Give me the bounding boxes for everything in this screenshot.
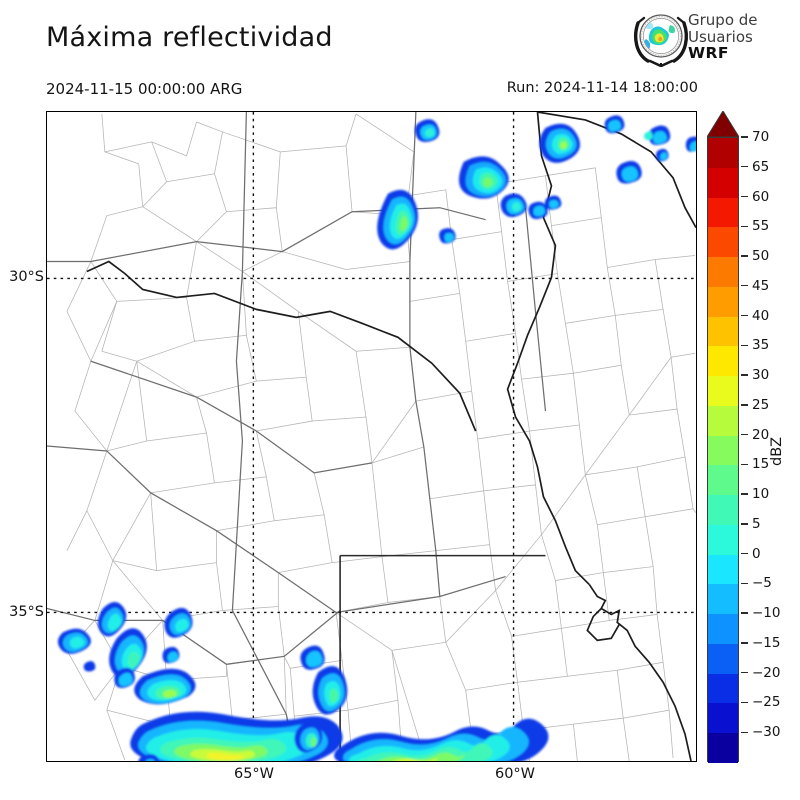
colorbar-tick-mark	[741, 166, 748, 168]
logo-line-1: Grupo de	[688, 11, 758, 29]
valid-time-label: 2024-11-15 00:00:00 ARG	[46, 80, 243, 98]
colorbar-swatch	[708, 197, 738, 228]
colorbar-tick-mark	[741, 612, 748, 614]
echo-cells-west-scattered	[57, 601, 348, 715]
echo-band-south-buenosaires	[334, 718, 549, 761]
colorbar-extend-arrow	[707, 111, 739, 137]
department-boundaries	[66, 113, 696, 761]
echo-cells-north-isolated	[377, 119, 440, 250]
logo-line-3: WRF	[688, 44, 729, 62]
colorbar-tick-mark	[741, 433, 748, 436]
colorbar-tick-mark	[741, 404, 748, 406]
colorbar-tick-mark	[741, 523, 748, 525]
colorbar-tick: 70	[741, 129, 769, 145]
y-axis-tick-35S: 35°S	[9, 604, 44, 620]
colorbar-swatch	[708, 316, 738, 347]
colorbar-tick: 65	[741, 159, 769, 175]
colorbar-tick-mark	[741, 255, 748, 257]
echo-cells-northeast	[539, 115, 696, 184]
colorbar-tick: −15	[741, 635, 781, 651]
colorbar-tick: 60	[741, 189, 769, 205]
colorbar[interactable]: dBZ 70 65 60 55 50 45 40 35 30 25 20 15 10 5 0 −5 −10 −15…	[707, 111, 797, 763]
colorbar-tick-mark	[741, 463, 748, 466]
colorbar-swatch	[708, 227, 738, 257]
colorbar-swatch	[708, 495, 738, 525]
colorbar-swatch	[708, 673, 738, 704]
colorbar-tick-mark	[741, 136, 748, 138]
echo-cluster-north-central	[439, 156, 562, 244]
colorbar-tick-mark	[741, 285, 748, 287]
colorbar-tick-mark	[741, 582, 748, 585]
colorbar-swatch	[708, 703, 738, 733]
province-boundaries	[47, 112, 547, 761]
colorbar-tick-mark	[741, 314, 748, 317]
colorbar-tick: 40	[741, 308, 769, 324]
colorbar-tick: −30	[741, 724, 781, 740]
colorbar-tick-mark	[741, 344, 748, 347]
map-canvas	[47, 112, 696, 761]
colorbar-tick-mark	[741, 701, 748, 704]
colorbar-tick-mark	[741, 642, 748, 644]
x-axis-tick-65W: 65°W	[233, 766, 275, 782]
colorbar-swatch	[708, 346, 738, 376]
colorbar-tick: 30	[741, 367, 769, 383]
colorbar-tick-mark	[741, 672, 748, 674]
colorbar-swatch	[708, 376, 738, 406]
colorbar-swatch	[708, 167, 738, 198]
colorbar-tick-mark	[741, 731, 748, 733]
colorbar-tick: 0	[741, 546, 761, 562]
colorbar-tick: −5	[741, 575, 772, 591]
colorbar-swatch	[708, 465, 738, 495]
colorbar-tick-mark	[741, 552, 748, 555]
echo-band-south-lapampa	[130, 711, 343, 761]
colorbar-swatch	[708, 138, 738, 168]
colorbar-tick: 35	[741, 337, 769, 353]
colorbar-swatch	[708, 435, 738, 466]
buenosaires-province-outline	[339, 554, 546, 761]
page-title: Máxima reflectividad	[46, 22, 333, 53]
logo-text: Grupo de Usuarios WRF	[688, 12, 800, 62]
run-time-label: Run: 2024-11-14 18:00:00	[506, 80, 698, 96]
colorbar-tick: 55	[741, 218, 769, 234]
colorbar-swatch	[708, 733, 738, 763]
logo-line-2: Usuarios	[688, 27, 753, 46]
colorbar-swatch	[708, 554, 738, 585]
colorbar-tick: 20	[741, 427, 769, 443]
x-axis-tick-60W: 60°W	[494, 766, 536, 782]
graticule-lines	[47, 112, 696, 761]
colorbar-swatch	[708, 614, 738, 644]
colorbar-tick-mark	[741, 493, 748, 495]
colorbar-tick: 10	[741, 486, 769, 502]
colorbar-tick: −10	[741, 605, 781, 621]
colorbar-swatch	[708, 643, 738, 674]
colorbar-tick: −20	[741, 665, 781, 681]
colorbar-tick: 5	[741, 516, 761, 532]
colorbar-tick: 50	[741, 248, 769, 264]
wrf-globe-seal-icon	[632, 9, 690, 68]
colorbar-unit-label: dBZ	[769, 436, 785, 466]
colorbar-swatch	[708, 524, 738, 555]
colorbar-swatch	[708, 405, 738, 436]
colorbar-tick: 45	[741, 278, 769, 294]
colorbar-tick-mark	[741, 195, 748, 198]
colorbar-tick-mark	[741, 225, 748, 227]
colorbar-swatch	[708, 286, 738, 317]
y-axis-tick-30S: 30°S	[9, 269, 44, 285]
colorbar-swatch	[708, 584, 738, 614]
colorbar-tick: 15	[741, 456, 769, 472]
colorbar-tick: −25	[741, 694, 781, 710]
logo: Grupo de Usuarios WRF	[632, 9, 798, 71]
reflectivity-map-plot[interactable]	[46, 111, 697, 762]
colorbar-swatch	[708, 257, 738, 287]
colorbar-gradient[interactable]	[707, 137, 739, 763]
colorbar-tick: 25	[741, 397, 769, 413]
colorbar-tick-mark	[741, 374, 748, 376]
